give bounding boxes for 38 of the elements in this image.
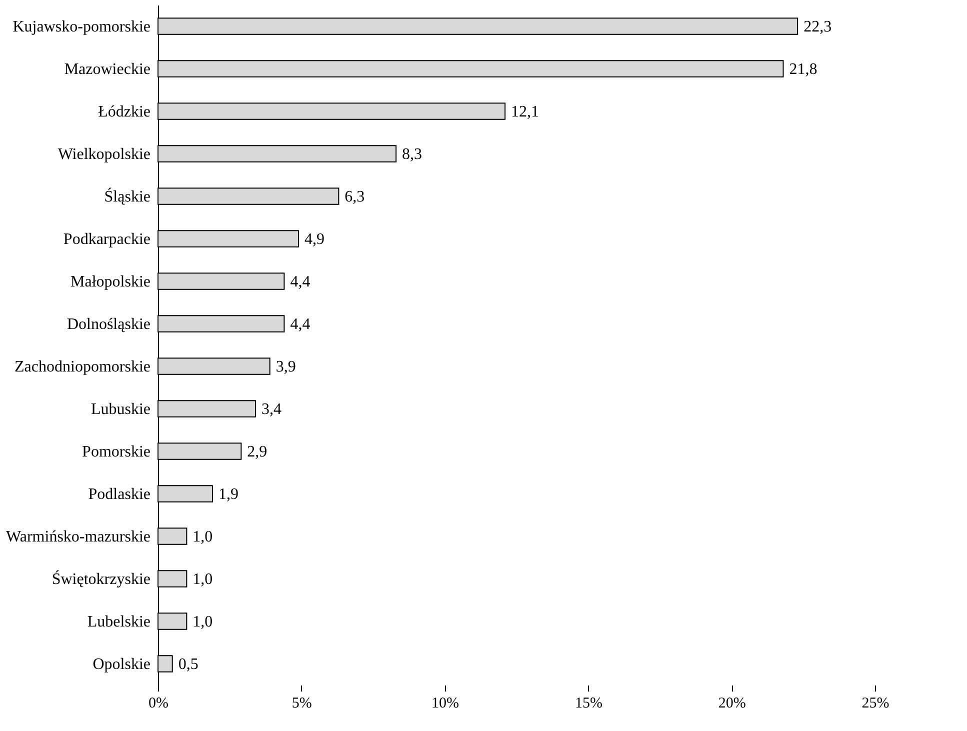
data-label: 1,0 xyxy=(192,570,213,588)
y-tick-label: Lubuskie xyxy=(90,400,150,418)
y-tick-label: Warmińsko-mazurskie xyxy=(6,528,150,546)
y-tick-label: Kujawsko-pomorskie xyxy=(12,18,150,36)
y-tick-label: Świętokrzyskie xyxy=(52,570,150,588)
x-tick-label: 10% xyxy=(432,696,460,712)
y-tick-label: Wielkopolskie xyxy=(58,146,150,163)
data-label: 1,0 xyxy=(192,613,213,630)
data-label: 21,8 xyxy=(789,60,818,78)
x-tick-label: 15% xyxy=(574,696,602,712)
data-label: 3,9 xyxy=(276,358,296,376)
y-tick-label: Lubelskie xyxy=(87,613,150,630)
y-tick-label: Pomorskie xyxy=(82,443,150,460)
x-tick-label: 25% xyxy=(862,696,890,712)
data-label: 4,9 xyxy=(304,230,325,248)
data-label: 12,1 xyxy=(511,103,540,120)
x-tick-label: 5% xyxy=(292,696,312,712)
data-label: 3,4 xyxy=(262,400,282,418)
y-tick-label: Podkarpackie xyxy=(63,230,150,248)
y-tick-label: Śląskie xyxy=(104,187,150,206)
y-tick-label: Opolskie xyxy=(92,656,150,673)
data-label: 4,4 xyxy=(290,316,310,333)
data-label: 22,3 xyxy=(804,18,832,36)
data-label: 1,9 xyxy=(218,486,238,503)
data-label: 2,9 xyxy=(247,443,268,460)
data-label: 6,3 xyxy=(344,188,365,206)
y-tick-label: Łódzkie xyxy=(98,103,150,120)
x-tick-label: 20% xyxy=(718,696,746,712)
y-tick-label: Dolnośląskie xyxy=(66,316,150,333)
data-label: 4,4 xyxy=(290,273,310,290)
y-tick-label: Zachodniopomorskie xyxy=(14,358,150,376)
y-tick-label: Małopolskie xyxy=(70,273,150,290)
y-tick-label: Podlaskie xyxy=(88,486,150,503)
y-tick-label: Mazowieckie xyxy=(64,60,150,78)
data-label: 8,3 xyxy=(402,146,422,163)
data-label: 1,0 xyxy=(192,528,213,546)
x-tick-label: 0% xyxy=(148,696,168,712)
data-label: 0,5 xyxy=(178,656,198,673)
